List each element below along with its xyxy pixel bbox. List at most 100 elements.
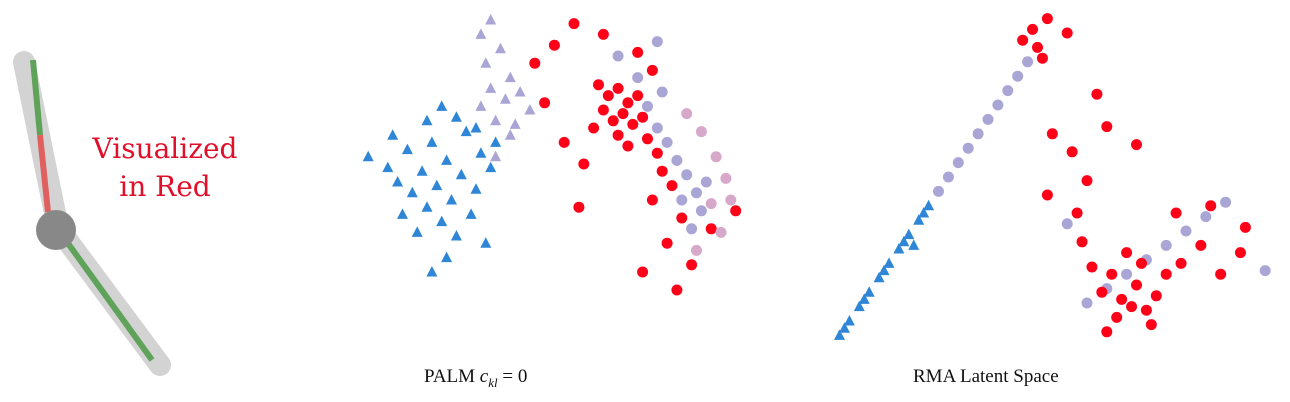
scatter-point-p1-s1-27 (490, 136, 502, 147)
scatter-point-p1-s5-8 (725, 194, 737, 206)
scatter-point-p2-s1-2 (843, 315, 855, 326)
scatter-point-p2-s3-33 (1101, 326, 1113, 338)
scatter-point-p2-s2-2 (942, 171, 954, 183)
scatter-point-p2-s3-1 (1027, 23, 1039, 35)
scatter-point-p1-s2-8 (495, 42, 506, 54)
scatter-point-p2-s3-27 (1175, 257, 1187, 269)
scatter-point-p1-s3-35 (646, 64, 658, 76)
scatter-point-p1-s1-16 (465, 208, 477, 219)
scatter-point-p1-s3-8 (617, 108, 629, 120)
scatter-point-p2-s3-7 (1091, 88, 1103, 100)
scatter-point-p1-s3-20 (661, 237, 673, 249)
scatter-point-p1-s2-2 (490, 114, 502, 126)
scatter-point-p1-s3-30 (730, 205, 742, 217)
scatter-point-p1-s4-6 (691, 187, 702, 199)
scatter-point-p1-s4-11 (632, 72, 644, 84)
scatter-point-p2-s1-5 (873, 271, 885, 283)
scatter-point-p1-s1-24 (426, 266, 438, 277)
scatter-point-p1-s1-11 (441, 154, 453, 165)
scatter-point-p1-s2-13 (475, 28, 487, 39)
scatter-point-p1-s1-19 (480, 237, 492, 248)
scatter-point-p1-s3-19 (676, 212, 688, 224)
scatter-point-p1-s1-4 (401, 143, 413, 155)
scatter-point-p1-s4-10 (676, 194, 688, 206)
scatter-point-p2-s3-20 (1096, 286, 1108, 298)
scatter-point-p1-s3-12 (612, 129, 624, 141)
scatter-point-p2-s2-13 (1121, 268, 1133, 280)
scatter-point-p1-s4-3 (661, 136, 673, 148)
scatter-point-p1-s4-9 (700, 176, 712, 188)
scatter-point-p1-s2-7 (480, 57, 492, 68)
scatter-point-p1-s2-4 (509, 118, 521, 129)
scatter-point-p1-s3-23 (539, 97, 551, 109)
scatter-point-p2-s1-14 (898, 235, 910, 247)
scatter-point-p1-s3-14 (642, 133, 653, 145)
scatter-point-p1-s1-29 (421, 114, 433, 126)
scatter-point-p2-s1-8 (903, 228, 915, 240)
scatter-point-p1-s1-21 (397, 208, 408, 219)
scatter-point-p1-s2-5 (485, 82, 497, 93)
scatter-point-p1-s1-1 (362, 150, 374, 162)
scatter-point-p1-s1-5 (406, 186, 418, 198)
scatter-point-p2-s1-9 (913, 214, 925, 225)
scatter-point-p1-s3-27 (597, 28, 609, 40)
scatter-point-p2-s3-36 (1081, 175, 1093, 187)
rma-panel-label: RMA Latent Space (913, 366, 1059, 387)
scatter-point-p1-s3-26 (568, 18, 580, 30)
scatter-point-p2-s2-19 (1259, 265, 1271, 277)
scatter-point-p2-s3-5 (1036, 52, 1048, 64)
scatter-point-p1-s5-2 (710, 151, 722, 163)
scatter-point-p1-s1-30 (436, 100, 448, 111)
scatter-point-p1-s3-6 (597, 104, 609, 116)
scatter-point-p2-s3-10 (1101, 121, 1113, 133)
scatter-point-p1-s1-20 (485, 161, 497, 173)
scatter-point-p1-s1-15 (460, 125, 472, 137)
scatter-point-p1-s3-16 (656, 165, 668, 177)
scatter-point-p2-s2-15 (1160, 239, 1172, 251)
scatter-point-p2-s1-4 (863, 286, 875, 297)
scatter-point-p1-s3-34 (632, 46, 644, 58)
rma-scatter-plot (834, 13, 1271, 340)
scatter-point-p2-s1-7 (893, 243, 905, 254)
scatter-point-p2-s3-29 (1215, 268, 1227, 280)
lower-limb-green (59, 233, 155, 362)
scatter-point-p1-s3-24 (529, 57, 541, 69)
scatter-point-p2-s2-17 (1200, 211, 1212, 223)
palm-label-prefix: PALM (424, 366, 480, 387)
palm-label-subscript: kl (488, 374, 498, 390)
scatter-point-p2-s3-8 (1046, 128, 1058, 140)
palm-label-symbol: c (479, 366, 489, 387)
scatter-point-p1-s1-17 (470, 183, 482, 194)
scatter-point-p2-s2-1 (933, 185, 944, 197)
scatter-point-p2-s3-26 (1076, 236, 1088, 248)
scatter-point-p1-s5-5 (715, 226, 727, 238)
scatter-point-p1-s2-1 (475, 100, 487, 111)
scatter-point-p1-s5-3 (720, 172, 732, 184)
scatter-point-p1-s5-6 (691, 244, 702, 256)
scatter-point-p1-s1-12 (446, 194, 457, 205)
annotation-line-1: Visualized (92, 132, 238, 165)
scatter-point-p1-s1-8 (426, 136, 438, 147)
scatter-point-p1-s5-7 (681, 108, 693, 120)
scatter-point-p2-s3-31 (1205, 200, 1217, 212)
scatter-point-p1-s1-26 (470, 122, 482, 133)
scatter-point-p2-s3-24 (1121, 247, 1133, 259)
scatter-point-p1-s3-33 (671, 284, 683, 296)
scatter-point-p1-s4-2 (651, 122, 663, 134)
scatter-point-p2-s1-16 (908, 239, 920, 250)
palm-label-suffix: = 0 (497, 366, 528, 387)
scatter-point-p2-s2-11 (1081, 297, 1093, 309)
scatter-point-p1-s3-28 (686, 259, 698, 271)
scatter-point-p1-s3-13 (622, 140, 634, 152)
scatter-point-p2-s3-6 (1061, 27, 1073, 39)
scatter-point-p2-s2-6 (982, 113, 994, 125)
scatter-point-p1-s3-1 (593, 79, 604, 91)
scatter-point-p1-s4-7 (695, 205, 707, 217)
scatter-point-p1-s4-1 (642, 100, 653, 112)
scatter-point-p1-s3-32 (637, 266, 649, 278)
scatter-point-p2-s2-8 (1002, 85, 1014, 97)
scatter-point-p1-s4-12 (656, 86, 668, 98)
scatter-point-p2-s3-17 (1131, 279, 1142, 291)
scatter-point-p1-s3-2 (602, 90, 614, 102)
scatter-point-p1-s3-17 (666, 180, 678, 192)
